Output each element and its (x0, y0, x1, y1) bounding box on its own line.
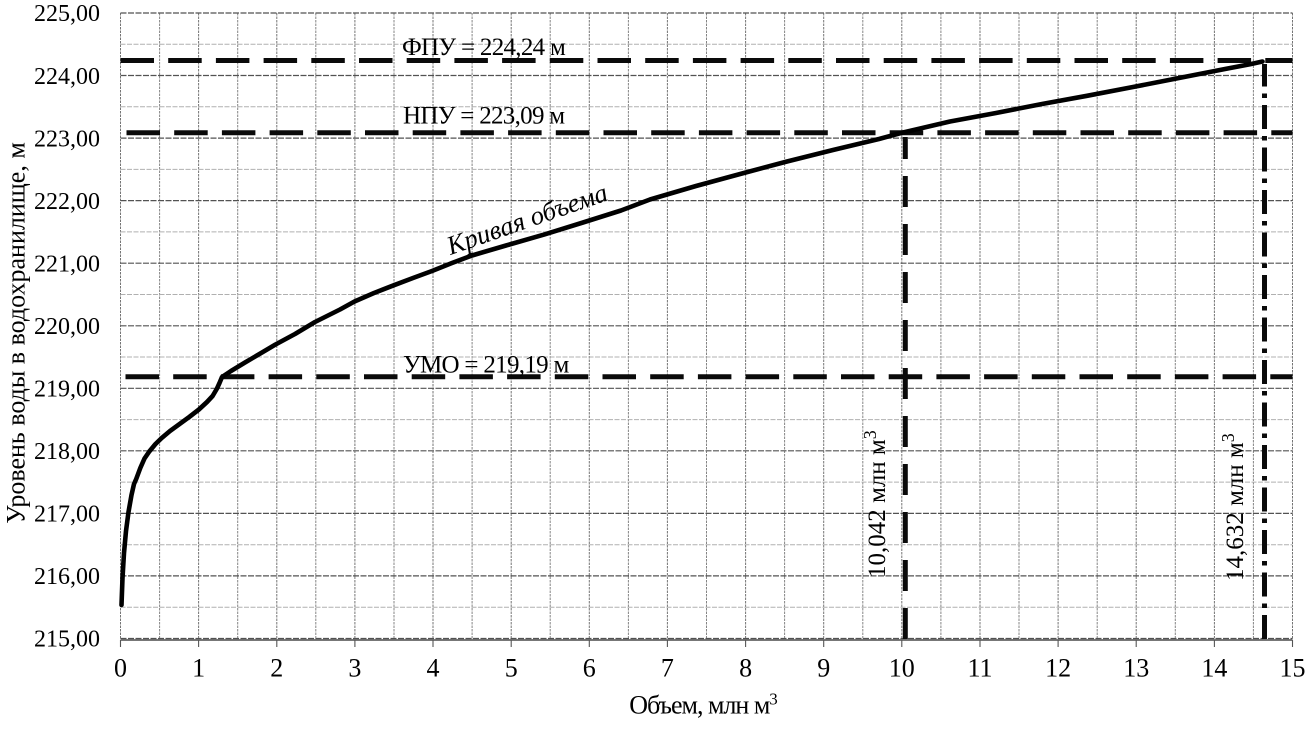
svg-text:10,042 млн м3: 10,042 млн м3 (860, 430, 891, 578)
svg-text:217,00: 217,00 (34, 502, 100, 528)
svg-text:224,00: 224,00 (34, 64, 100, 90)
svg-text:Уровень воды в водохранилище,: Уровень воды в водохранилище, м (2, 142, 31, 524)
svg-text:219,00: 219,00 (34, 377, 100, 403)
svg-text:6: 6 (583, 654, 596, 683)
svg-text:222,00: 222,00 (34, 189, 100, 215)
svg-text:10: 10 (889, 654, 915, 683)
svg-text:9: 9 (817, 654, 830, 683)
svg-text:14,632 млн м3: 14,632 млн м3 (1218, 433, 1249, 581)
svg-text:1: 1 (192, 654, 205, 683)
svg-text:4: 4 (427, 654, 440, 683)
svg-text:УМО = 219,19 м: УМО = 219,19 м (403, 352, 569, 379)
svg-text:ФПУ = 224,24 м: ФПУ = 224,24 м (402, 34, 566, 61)
svg-text:14: 14 (1201, 654, 1227, 683)
svg-text:220,00: 220,00 (34, 314, 100, 340)
svg-text:216,00: 216,00 (34, 564, 100, 590)
svg-text:3: 3 (348, 654, 361, 683)
svg-text:13: 13 (1123, 654, 1149, 683)
svg-text:5: 5 (505, 654, 518, 683)
svg-text:11: 11 (967, 654, 992, 683)
svg-text:0: 0 (114, 654, 127, 683)
svg-text:Объем, млн м3: Объем, млн м3 (629, 690, 777, 720)
svg-text:8: 8 (739, 654, 752, 683)
svg-text:215,00: 215,00 (34, 627, 100, 653)
svg-text:15: 15 (1280, 654, 1306, 683)
svg-text:2: 2 (270, 654, 283, 683)
svg-text:7: 7 (661, 654, 674, 683)
svg-text:НПУ = 223,09 м: НПУ = 223,09 м (403, 103, 565, 130)
svg-text:12: 12 (1045, 654, 1071, 683)
svg-text:218,00: 218,00 (34, 439, 100, 465)
svg-text:221,00: 221,00 (34, 251, 100, 277)
svg-text:225,00: 225,00 (34, 1, 100, 27)
svg-text:223,00: 223,00 (34, 126, 100, 152)
